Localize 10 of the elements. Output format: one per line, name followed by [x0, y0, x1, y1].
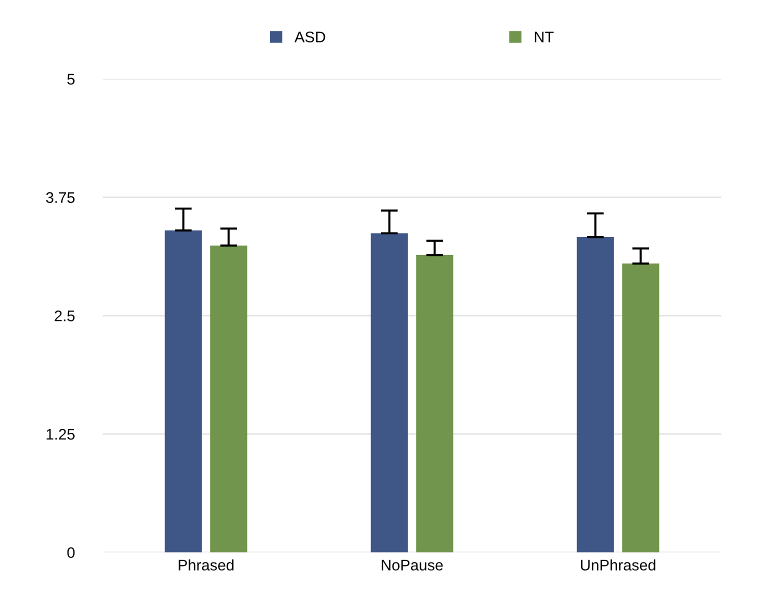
legend-label: NT [534, 32, 554, 42]
y-tick-label: 5 [67, 74, 75, 85]
x-tick-label: NoPause [382, 560, 443, 571]
y-tick-label: 0 [67, 547, 75, 558]
y-tick-label: 3.75 [46, 192, 75, 203]
x-tick-label: Phrased [178, 559, 234, 571]
legend-label: ASD [294, 32, 326, 42]
y-tick-label: 2.5 [54, 310, 75, 322]
y-tick-label: 1.25 [46, 428, 75, 440]
x-tick-label: UnPhrased [580, 559, 656, 571]
